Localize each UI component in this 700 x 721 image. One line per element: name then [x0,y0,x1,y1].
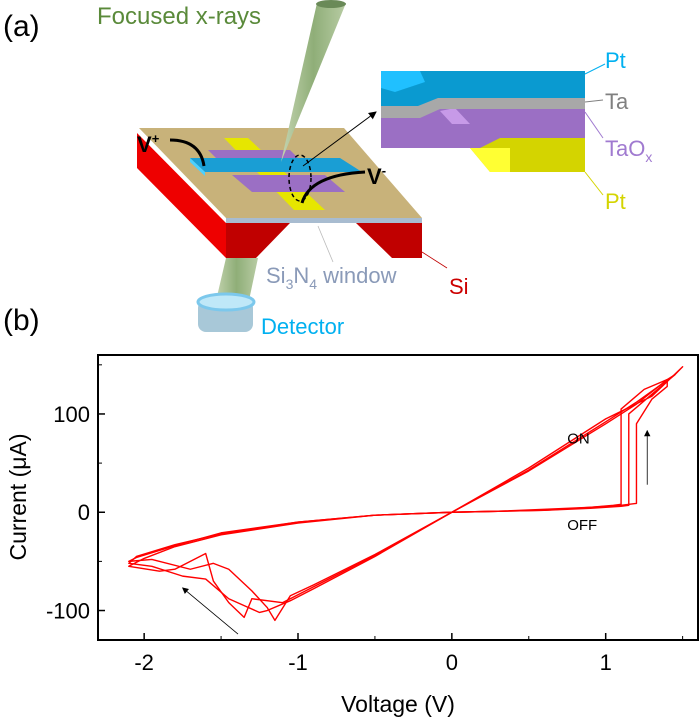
y-axis-label: Current (μA) [5,434,31,561]
iv-sweep-2 [128,373,676,619]
layer-stack-inset [381,71,585,172]
iv-sweep-3 [128,378,668,622]
x-tick-label: -1 [288,650,308,675]
panel-label-b: (b) [3,304,40,337]
probe-region [288,154,312,202]
si-label: Si [449,274,469,299]
si3n4-window [226,218,422,223]
detector-label: Detector [261,314,344,339]
layer-label-taox: TaOx [605,136,652,165]
x-tick-label: 0 [446,650,458,675]
top-electrode-end [190,158,205,176]
layer-label-pt-top: Pt [605,48,626,73]
annotation-off: OFF [567,517,597,534]
x-tick-label: -2 [134,650,154,675]
xray-beam [281,3,346,162]
si-leg-right [356,223,422,258]
v-minus-label: V- [367,163,386,189]
x-tick-label: 1 [600,650,612,675]
si-frame-left [137,133,226,258]
iv-sweep-1 [128,366,684,614]
sweep-direction-arrow [182,587,239,635]
window-label: Si3N4 window [266,263,397,292]
detector-icon [196,292,256,332]
device-diagram: Focused x-rays V+ V- [97,0,652,339]
x-axis-label: Voltage (V) [341,691,455,717]
plot-frame [97,354,699,641]
y-tick-label: 100 [53,402,90,427]
wire-minus [300,170,366,204]
v-plus-label: V+ [137,131,160,157]
zoom-arrow [302,111,377,167]
si-leg-left [226,223,290,258]
layer-label-ta: Ta [605,89,629,114]
y-tick-label: 0 [78,500,90,525]
iv-chart: -2 -1 0 1 -100 0 100 ON OFF Voltage (V) Current… [5,354,699,717]
panel-label-a: (a) [3,10,40,43]
annotation-on: ON [567,430,590,447]
layer-label-pt-bottom: Pt [605,189,626,214]
wire-plus [169,138,206,167]
top-electrode [190,158,362,172]
oxide-layer-front [232,175,345,192]
y-tick-label: -100 [46,599,90,624]
beam-label: Focused x-rays [97,3,261,30]
